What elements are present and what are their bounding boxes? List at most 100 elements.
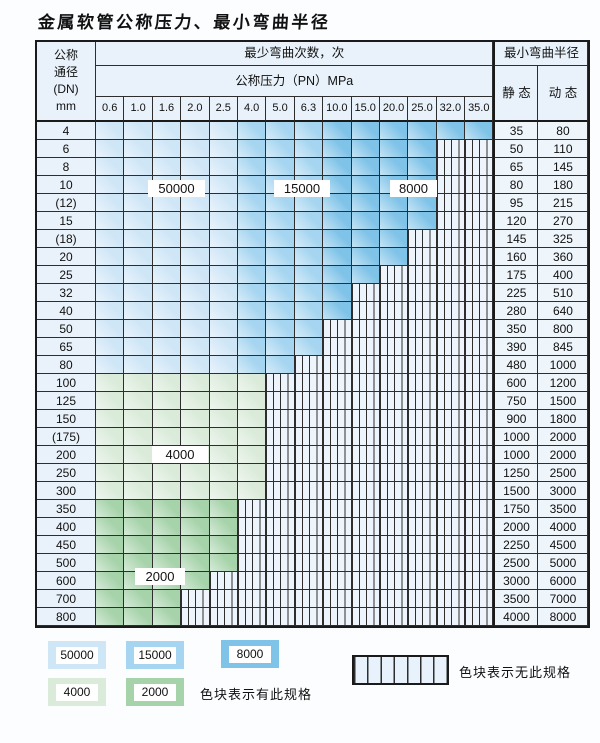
spec-cell	[152, 392, 182, 410]
spec-cell	[96, 608, 125, 626]
legend-swatch-label: 8000	[229, 645, 271, 663]
spec-cell	[96, 266, 125, 284]
no-spec-cell	[408, 554, 437, 572]
dn-cell: 10	[37, 176, 96, 194]
spec-cell	[237, 428, 267, 446]
spec-cell	[124, 158, 153, 176]
no-spec-cell	[465, 356, 494, 374]
no-spec-cell	[237, 572, 267, 590]
no-spec-cell	[465, 194, 494, 212]
spec-cell	[351, 212, 380, 230]
legend-swatch-label: 2000	[134, 683, 176, 701]
spec-cell	[379, 158, 409, 176]
spec-cell	[124, 554, 153, 572]
static-value: 35	[493, 122, 539, 140]
dn-corner-line: (DN)	[53, 82, 79, 96]
static-value: 3000	[493, 572, 539, 590]
no-spec-cell	[237, 608, 267, 626]
spec-cell	[124, 590, 153, 608]
no-spec-cell	[436, 536, 466, 554]
spec-cell	[408, 122, 437, 140]
legend-swatch-label: 15000	[134, 646, 176, 664]
no-spec-cell	[323, 590, 352, 608]
no-spec-cell	[436, 356, 466, 374]
spec-cell	[181, 338, 210, 356]
spec-cell	[152, 554, 182, 572]
no-spec-cell	[323, 554, 352, 572]
no-spec-cell	[465, 518, 494, 536]
min-radius-header: 最小弯曲半径	[493, 42, 589, 66]
no-spec-cell	[294, 608, 324, 626]
no-spec-cell	[436, 572, 466, 590]
spec-cell	[124, 320, 153, 338]
spec-cell	[209, 284, 238, 302]
spec-cell	[181, 140, 210, 158]
no-spec-cell	[465, 554, 494, 572]
no-spec-cell	[209, 608, 238, 626]
spec-cell	[124, 410, 153, 428]
spec-cell	[266, 194, 295, 212]
dn-cell: 350	[37, 500, 96, 518]
spec-cell	[152, 464, 182, 482]
dynamic-value: 2500	[538, 464, 589, 482]
no-spec-cell	[351, 518, 380, 536]
dynamic-value: 360	[538, 248, 589, 266]
spec-cell	[237, 140, 267, 158]
pressure-tick-25.0: 25.0	[408, 97, 437, 122]
no-spec-cell	[351, 374, 380, 392]
spec-cell	[96, 392, 125, 410]
spec-cell	[124, 536, 153, 554]
no-spec-cell	[294, 410, 324, 428]
spec-cell	[209, 554, 238, 572]
pressure-tick-20.0: 20.0	[379, 97, 409, 122]
spec-cell	[152, 428, 182, 446]
spec-cell	[96, 320, 125, 338]
legend-swatch-2000: 2000	[126, 678, 184, 706]
no-spec-cell	[465, 230, 494, 248]
spec-cell	[294, 338, 324, 356]
spec-cell	[96, 176, 125, 194]
dn-cell: 40	[37, 302, 96, 320]
dynamic-value: 8000	[538, 608, 589, 626]
dn-cell: 4	[37, 122, 96, 140]
spec-cell	[96, 464, 125, 482]
spec-cell	[379, 212, 409, 230]
spec-cell	[237, 230, 267, 248]
spec-cell	[351, 230, 380, 248]
spec-cell	[351, 194, 380, 212]
spec-cell	[379, 230, 409, 248]
no-spec-cell	[465, 428, 494, 446]
no-spec-cell	[351, 338, 380, 356]
no-spec-cell	[465, 338, 494, 356]
no-spec-cell	[465, 590, 494, 608]
cycles-label-50000: 50000	[148, 180, 205, 197]
no-spec-cell	[323, 410, 352, 428]
spec-cell	[266, 140, 295, 158]
spec-cell	[181, 518, 210, 536]
no-spec-cell	[436, 554, 466, 572]
spec-cell	[152, 500, 182, 518]
spec-cell	[266, 284, 295, 302]
spec-cell	[181, 464, 210, 482]
pressure-tick-35.0: 35.0	[465, 97, 494, 122]
spec-cell	[124, 140, 153, 158]
no-spec-cell	[436, 608, 466, 626]
dn-cell: (12)	[37, 194, 96, 212]
no-spec-cell	[323, 500, 352, 518]
spec-cell	[181, 230, 210, 248]
spec-cell	[152, 122, 182, 140]
no-spec-cell	[436, 428, 466, 446]
no-spec-cell	[408, 356, 437, 374]
no-spec-cell	[294, 428, 324, 446]
dynamic-value: 1500	[538, 392, 589, 410]
dn-cell: 700	[37, 590, 96, 608]
no-spec-cell	[294, 500, 324, 518]
spec-cell	[152, 212, 182, 230]
dn-cell: 400	[37, 518, 96, 536]
no-spec-cell	[379, 482, 409, 500]
spec-cell	[408, 140, 437, 158]
spec-cell	[152, 248, 182, 266]
spec-cell	[379, 122, 409, 140]
cycles-label-4000: 4000	[152, 446, 208, 463]
dn-corner-header: 公称 通径 (DN) mm	[37, 42, 96, 122]
